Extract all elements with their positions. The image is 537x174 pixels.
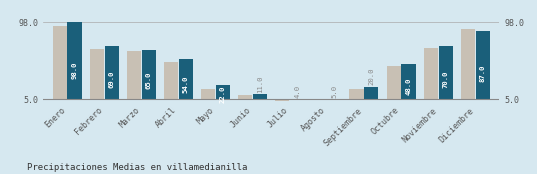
Text: Precipitaciones Medias en villamedianilla: Precipitaciones Medias en villamedianill…: [27, 163, 247, 172]
Bar: [90, 49, 104, 99]
Bar: [424, 48, 438, 99]
Bar: [364, 87, 379, 99]
Bar: [179, 59, 193, 99]
Text: 65.0: 65.0: [146, 72, 152, 89]
Text: 48.0: 48.0: [405, 77, 411, 94]
Bar: [387, 66, 401, 99]
Bar: [439, 46, 453, 99]
Bar: [127, 51, 141, 99]
Bar: [476, 31, 490, 99]
Text: 98.0: 98.0: [71, 61, 77, 79]
Bar: [313, 99, 326, 100]
Bar: [290, 99, 304, 100]
Text: 11.0: 11.0: [257, 75, 263, 93]
Text: 22.0: 22.0: [220, 85, 226, 103]
Bar: [53, 26, 67, 99]
Bar: [216, 85, 230, 99]
Bar: [201, 89, 215, 99]
Text: 69.0: 69.0: [108, 70, 114, 88]
Bar: [253, 94, 267, 99]
Bar: [402, 64, 416, 99]
Text: 4.0: 4.0: [294, 85, 300, 98]
Text: 54.0: 54.0: [183, 75, 189, 93]
Text: 20.0: 20.0: [368, 68, 374, 85]
Bar: [105, 46, 119, 99]
Bar: [350, 89, 364, 99]
Bar: [164, 62, 178, 99]
Text: 70.0: 70.0: [442, 70, 448, 88]
Text: 87.0: 87.0: [480, 65, 485, 82]
Bar: [461, 29, 475, 99]
Bar: [68, 22, 82, 99]
Bar: [142, 50, 156, 99]
Text: 5.0: 5.0: [331, 85, 337, 98]
Bar: [275, 99, 289, 101]
Bar: [238, 95, 252, 99]
